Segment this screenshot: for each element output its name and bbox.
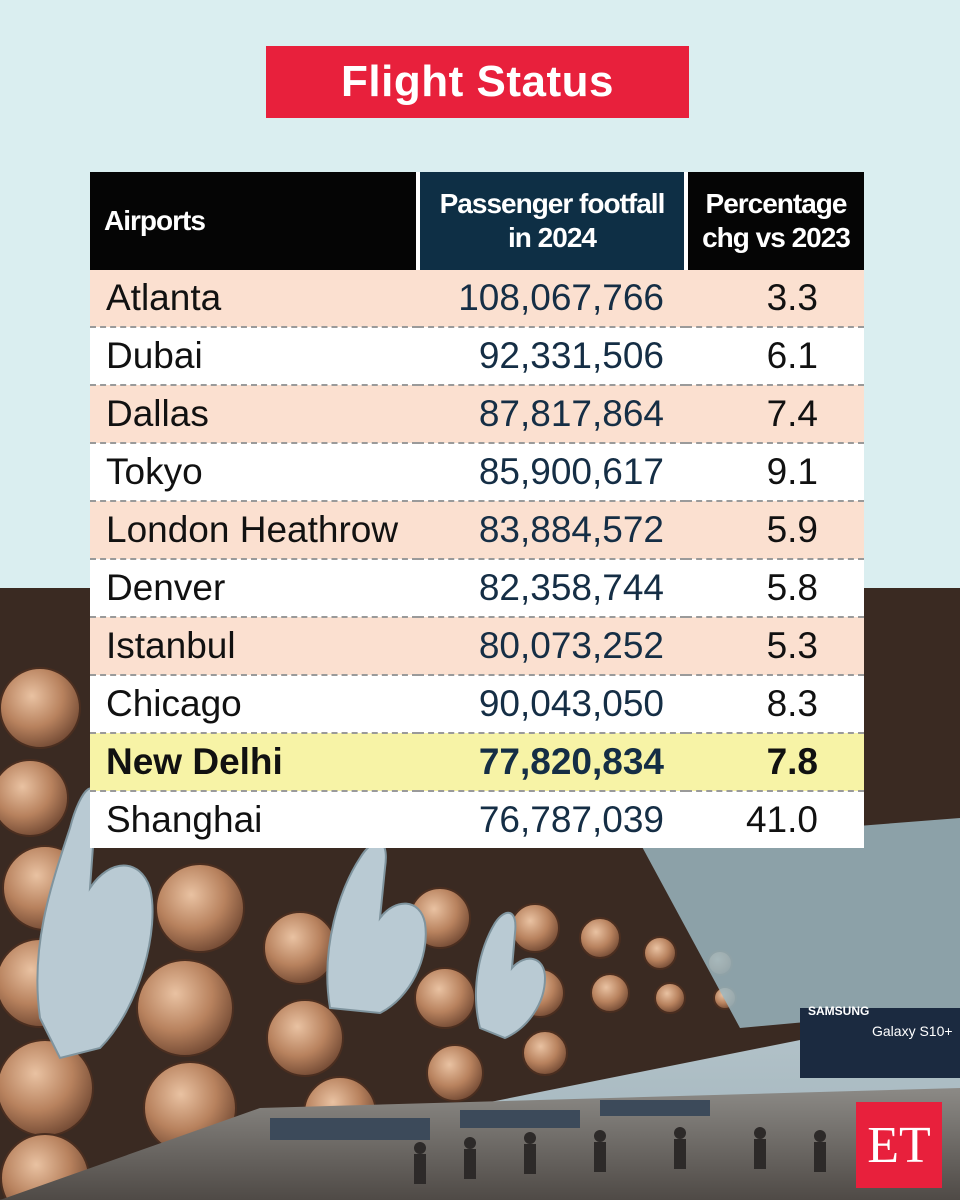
airport-name: Dubai [90, 327, 418, 386]
table-row: Tokyo 85,900,617 9.1 [90, 443, 864, 502]
percentage-change: 5.3 [686, 617, 864, 676]
passenger-footfall: 77,820,834 [418, 733, 686, 792]
airport-name: Denver [90, 559, 418, 618]
billboard-brand: SAMSUNG [808, 1004, 869, 1018]
passenger-footfall: 108,067,766 [418, 270, 686, 328]
passenger-footfall: 90,043,050 [418, 675, 686, 734]
header-airports: Airports [90, 172, 420, 270]
table-row: Chicago 90,043,050 8.3 [90, 675, 864, 734]
airport-name: Dallas [90, 385, 418, 444]
table-row: Shanghai 76,787,039 41.0 [90, 791, 864, 848]
table-row: Dallas 87,817,864 7.4 [90, 385, 864, 444]
et-logo-text: ET [867, 1116, 931, 1174]
table-header-row: Airports Passenger footfall in 2024 Perce… [90, 172, 864, 270]
header-passenger-line2: in 2024 [508, 222, 597, 253]
table-row: London Heathrow 83,884,572 5.9 [90, 501, 864, 560]
percentage-change: 9.1 [686, 443, 864, 502]
airport-name: Chicago [90, 675, 418, 734]
percentage-change: 5.9 [686, 501, 864, 560]
passenger-footfall: 80,073,252 [418, 617, 686, 676]
percentage-change: 41.0 [686, 791, 864, 848]
billboard-text: Galaxy S10+ [872, 1023, 953, 1039]
airport-name: Shanghai [90, 791, 418, 848]
table-row: Atlanta 108,067,766 3.3 [90, 270, 864, 328]
airport-name: Atlanta [90, 270, 418, 328]
airport-name: Tokyo [90, 443, 418, 502]
header-airports-label: Airports [104, 205, 206, 237]
header-pct-line2: chg vs 2023 [702, 222, 851, 253]
airport-name: London Heathrow [90, 501, 418, 560]
airport-table: Airports Passenger footfall in 2024 Perce… [90, 172, 864, 848]
passenger-footfall: 87,817,864 [418, 385, 686, 444]
et-logo: ET [856, 1102, 942, 1188]
header-pct-line1: Percentage [705, 188, 848, 220]
table-row: Istanbul 80,073,252 5.3 [90, 617, 864, 676]
percentage-change: 6.1 [686, 327, 864, 386]
header-passenger-footfall: Passenger footfall in 2024 [418, 172, 688, 270]
percentage-change: 8.3 [686, 675, 864, 734]
passenger-footfall: 85,900,617 [418, 443, 686, 502]
passenger-footfall: 76,787,039 [418, 791, 686, 848]
table-row: Dubai 92,331,506 6.1 [90, 327, 864, 386]
percentage-change: 5.8 [686, 559, 864, 618]
percentage-change: 3.3 [686, 270, 864, 328]
page-title: Flight Status [341, 57, 614, 106]
percentage-change: 7.8 [686, 733, 864, 792]
passenger-footfall: 82,358,744 [418, 559, 686, 618]
table-row-highlighted: New Delhi 77,820,834 7.8 [90, 733, 864, 792]
table-row: Denver 82,358,744 5.8 [90, 559, 864, 618]
title-banner: Flight Status [266, 46, 689, 118]
passenger-footfall: 83,884,572 [418, 501, 686, 560]
airport-name: New Delhi [90, 733, 418, 792]
airport-name: Istanbul [90, 617, 418, 676]
header-percentage-change: Percentage chg vs 2023 [686, 172, 864, 270]
passenger-footfall: 92,331,506 [418, 327, 686, 386]
percentage-change: 7.4 [686, 385, 864, 444]
header-passenger-line1: Passenger footfall [439, 188, 666, 220]
